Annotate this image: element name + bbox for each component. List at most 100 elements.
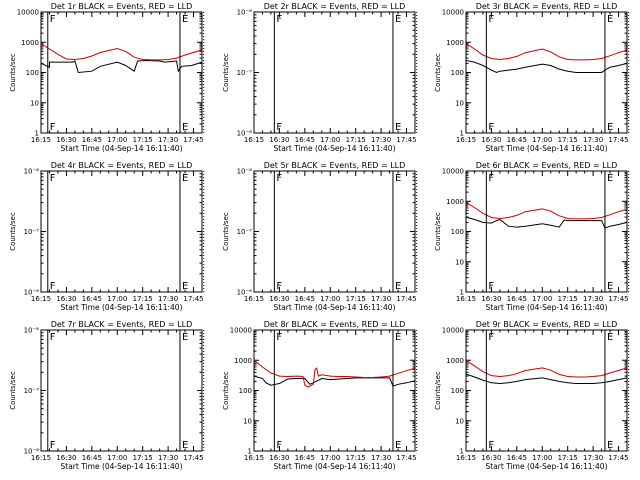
marker-label-bottom: E bbox=[607, 281, 613, 292]
marker-label-top: F bbox=[276, 14, 282, 25]
marker-label-top: F bbox=[488, 332, 494, 343]
marker-label-top: F bbox=[276, 173, 282, 184]
x-tick-label: 16:15 bbox=[456, 136, 476, 144]
y-tick-label: 10⁻⁸ bbox=[24, 327, 40, 335]
panel-title: Det 2r BLACK = Events, RED = LLD bbox=[264, 2, 406, 11]
y-axis-label: Counts/sec bbox=[9, 371, 17, 410]
x-tick-label: 16:30 bbox=[269, 454, 289, 462]
y-tick-label: 10⁻⁶ bbox=[237, 289, 253, 297]
x-tick-label: 17:15 bbox=[346, 295, 366, 303]
x-tick-label: 17:00 bbox=[320, 136, 340, 144]
plot-frame bbox=[40, 11, 203, 134]
marker-label-top: F bbox=[50, 14, 56, 25]
x-axis-label: Start Time (04-Sep-14 16:11:40) bbox=[274, 144, 396, 153]
x-tick-label: 16:45 bbox=[507, 295, 527, 303]
y-tick-label: 100 bbox=[451, 228, 464, 236]
x-axis-label: Start Time (04-Sep-14 16:11:40) bbox=[486, 303, 608, 312]
x-tick-label: 17:00 bbox=[320, 295, 340, 303]
x-axis-label: Start Time (04-Sep-14 16:11:40) bbox=[61, 462, 183, 471]
marker-label-bottom: E bbox=[182, 281, 188, 292]
y-tick-label: 10000 bbox=[442, 327, 464, 335]
y-tick-label: 10⁻⁶ bbox=[24, 289, 40, 297]
y-tick-label: 1 bbox=[460, 289, 464, 297]
events-series-line bbox=[465, 60, 628, 74]
y-tick-label: 10⁻⁷ bbox=[237, 69, 253, 77]
marker-label-bottom: F bbox=[276, 122, 282, 133]
panel-title: Det 5r BLACK = Events, RED = LLD bbox=[264, 161, 406, 170]
y-tick-label: 10000 bbox=[442, 168, 464, 176]
marker-label-top: F bbox=[50, 173, 56, 184]
y-tick-label: 10⁻⁷ bbox=[24, 228, 40, 236]
x-axis-label: Start Time (04-Sep-14 16:11:40) bbox=[274, 303, 396, 312]
x-tick-label: 17:00 bbox=[107, 454, 127, 462]
marker-label-bottom: F bbox=[488, 122, 494, 133]
x-tick-label: 17:45 bbox=[183, 136, 203, 144]
x-tick-label: 16:15 bbox=[244, 136, 264, 144]
marker-label-top: E bbox=[607, 14, 613, 25]
y-tick-label: 10000 bbox=[17, 9, 39, 17]
x-tick-label: 17:30 bbox=[158, 454, 178, 462]
x-tick-label: 17:30 bbox=[583, 454, 603, 462]
x-tick-label: 17:30 bbox=[583, 136, 603, 144]
y-tick-label: 1000 bbox=[234, 357, 252, 365]
marker-label-top: E bbox=[182, 332, 188, 343]
events-series-line bbox=[40, 59, 203, 74]
marker-label-top: E bbox=[182, 173, 188, 184]
y-axis-label: Counts/sec bbox=[434, 53, 442, 92]
x-tick-label: 16:15 bbox=[31, 454, 51, 462]
x-tick-label: 17:45 bbox=[183, 454, 203, 462]
x-tick-label: 17:15 bbox=[133, 295, 153, 303]
marker-label-top: E bbox=[395, 332, 401, 343]
lld-series-line bbox=[465, 202, 628, 220]
x-tick-label: 17:00 bbox=[320, 454, 340, 462]
x-tick-label: 17:15 bbox=[558, 136, 578, 144]
x-tick-label: 17:30 bbox=[158, 136, 178, 144]
panel-5: Det 5r BLACK = Events, RED = LLD 10⁻⁶ 10⁻⁷… bbox=[222, 161, 418, 312]
marker-label-bottom: F bbox=[488, 440, 494, 451]
x-tick-label: 17:45 bbox=[183, 295, 203, 303]
x-tick-label: 17:30 bbox=[371, 295, 391, 303]
y-tick-label: 1000 bbox=[21, 39, 39, 47]
x-tick-label: 16:30 bbox=[269, 295, 289, 303]
marker-label-bottom: F bbox=[276, 281, 282, 292]
x-tick-label: 17:15 bbox=[346, 136, 366, 144]
panel-2: Det 2r BLACK = Events, RED = LLD 10⁻⁶ 10⁻⁷… bbox=[222, 2, 418, 153]
y-tick-label: 10 bbox=[455, 99, 464, 107]
x-tick-label: 17:15 bbox=[133, 136, 153, 144]
plot-frame bbox=[40, 329, 203, 452]
marker-label-bottom: E bbox=[182, 122, 188, 133]
x-tick-label: 16:30 bbox=[56, 295, 76, 303]
x-tick-label: 16:15 bbox=[456, 454, 476, 462]
y-tick-label: 1 bbox=[35, 130, 39, 138]
x-tick-label: 16:15 bbox=[244, 295, 264, 303]
x-tick-label: 16:30 bbox=[56, 454, 76, 462]
y-tick-label: 10 bbox=[30, 99, 39, 107]
plot-frame bbox=[253, 11, 416, 134]
marker-label-bottom: E bbox=[395, 281, 401, 292]
x-tick-label: 16:30 bbox=[481, 136, 501, 144]
x-axis-label: Start Time (04-Sep-14 16:11:40) bbox=[61, 303, 183, 312]
x-tick-label: 17:00 bbox=[532, 136, 552, 144]
x-tick-label: 16:45 bbox=[82, 136, 102, 144]
plot-frame bbox=[40, 170, 203, 293]
marker-label-bottom: E bbox=[607, 440, 613, 451]
y-tick-label: 100 bbox=[451, 387, 464, 395]
y-axis-label: Counts/sec bbox=[9, 53, 17, 92]
plot-frame bbox=[253, 170, 416, 293]
y-tick-label: 10⁻⁷ bbox=[237, 228, 253, 236]
plot-frame bbox=[465, 329, 628, 452]
lld-series-line bbox=[465, 43, 628, 61]
marker-label-top: E bbox=[607, 332, 613, 343]
events-series-line bbox=[465, 216, 628, 229]
x-tick-label: 17:30 bbox=[371, 454, 391, 462]
x-tick-label: 16:30 bbox=[269, 136, 289, 144]
panel-6: Det 6r BLACK = Events, RED = LLD 1 10 100 10… bbox=[434, 161, 630, 312]
x-tick-label: 17:30 bbox=[583, 295, 603, 303]
y-tick-label: 10⁻⁸ bbox=[237, 168, 253, 176]
x-tick-label: 17:00 bbox=[107, 295, 127, 303]
marker-label-bottom: E bbox=[182, 440, 188, 451]
x-tick-label: 17:00 bbox=[532, 295, 552, 303]
lld-series-line bbox=[465, 359, 628, 378]
marker-label-bottom: F bbox=[276, 440, 282, 451]
